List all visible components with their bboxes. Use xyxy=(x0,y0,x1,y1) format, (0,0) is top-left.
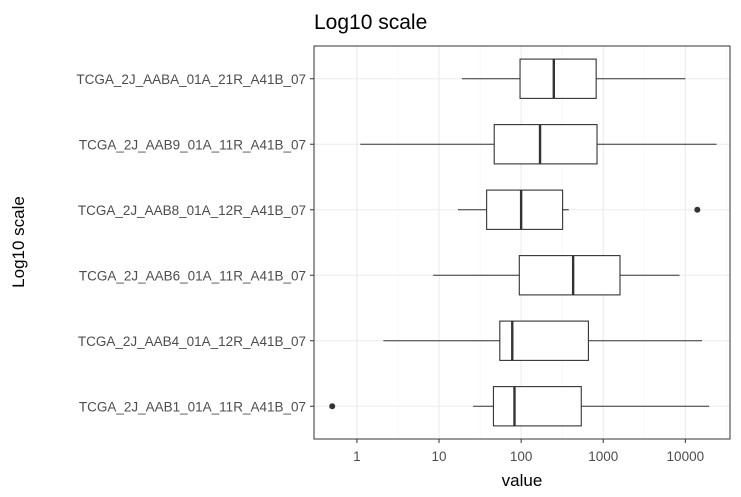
y-tick-label: TCGA_2J_AABA_01A_21R_A41B_07 xyxy=(76,72,306,87)
box-iqr xyxy=(499,320,589,361)
x-axis-title: value xyxy=(502,471,543,490)
box-iqr xyxy=(518,255,621,296)
panel-background xyxy=(314,46,730,439)
x-tick-label: 10 xyxy=(432,449,447,464)
x-tick-label: 1 xyxy=(353,449,361,464)
outlier-point xyxy=(694,206,701,213)
panel-border xyxy=(313,45,731,440)
box-iqr xyxy=(492,386,582,427)
box-iqr xyxy=(519,58,597,99)
box-iqr xyxy=(493,124,598,165)
x-tick-label: 10000 xyxy=(667,449,705,464)
y-tick-label: TCGA_2J_AAB8_01A_12R_A41B_07 xyxy=(78,203,306,218)
chart-title: Log10 scale xyxy=(314,11,427,34)
y-tick-label: TCGA_2J_AAB1_01A_11R_A41B_07 xyxy=(79,399,306,414)
y-axis-title: Log10 scale xyxy=(9,196,28,288)
outlier-point xyxy=(329,403,336,410)
box-iqr xyxy=(486,189,564,230)
x-tick-label: 1000 xyxy=(588,449,618,464)
y-tick-label: TCGA_2J_AAB6_01A_11R_A41B_07 xyxy=(79,268,306,283)
x-tick-label: 100 xyxy=(510,449,533,464)
y-tick-label: TCGA_2J_AAB9_01A_11R_A41B_07 xyxy=(79,137,306,152)
plot-area: TCGA_2J_AABA_01A_21R_A41B_07 TCGA_2J_AAB9… xyxy=(76,45,731,464)
y-tick-label: TCGA_2J_AAB4_01A_12R_A41B_07 xyxy=(78,334,306,349)
